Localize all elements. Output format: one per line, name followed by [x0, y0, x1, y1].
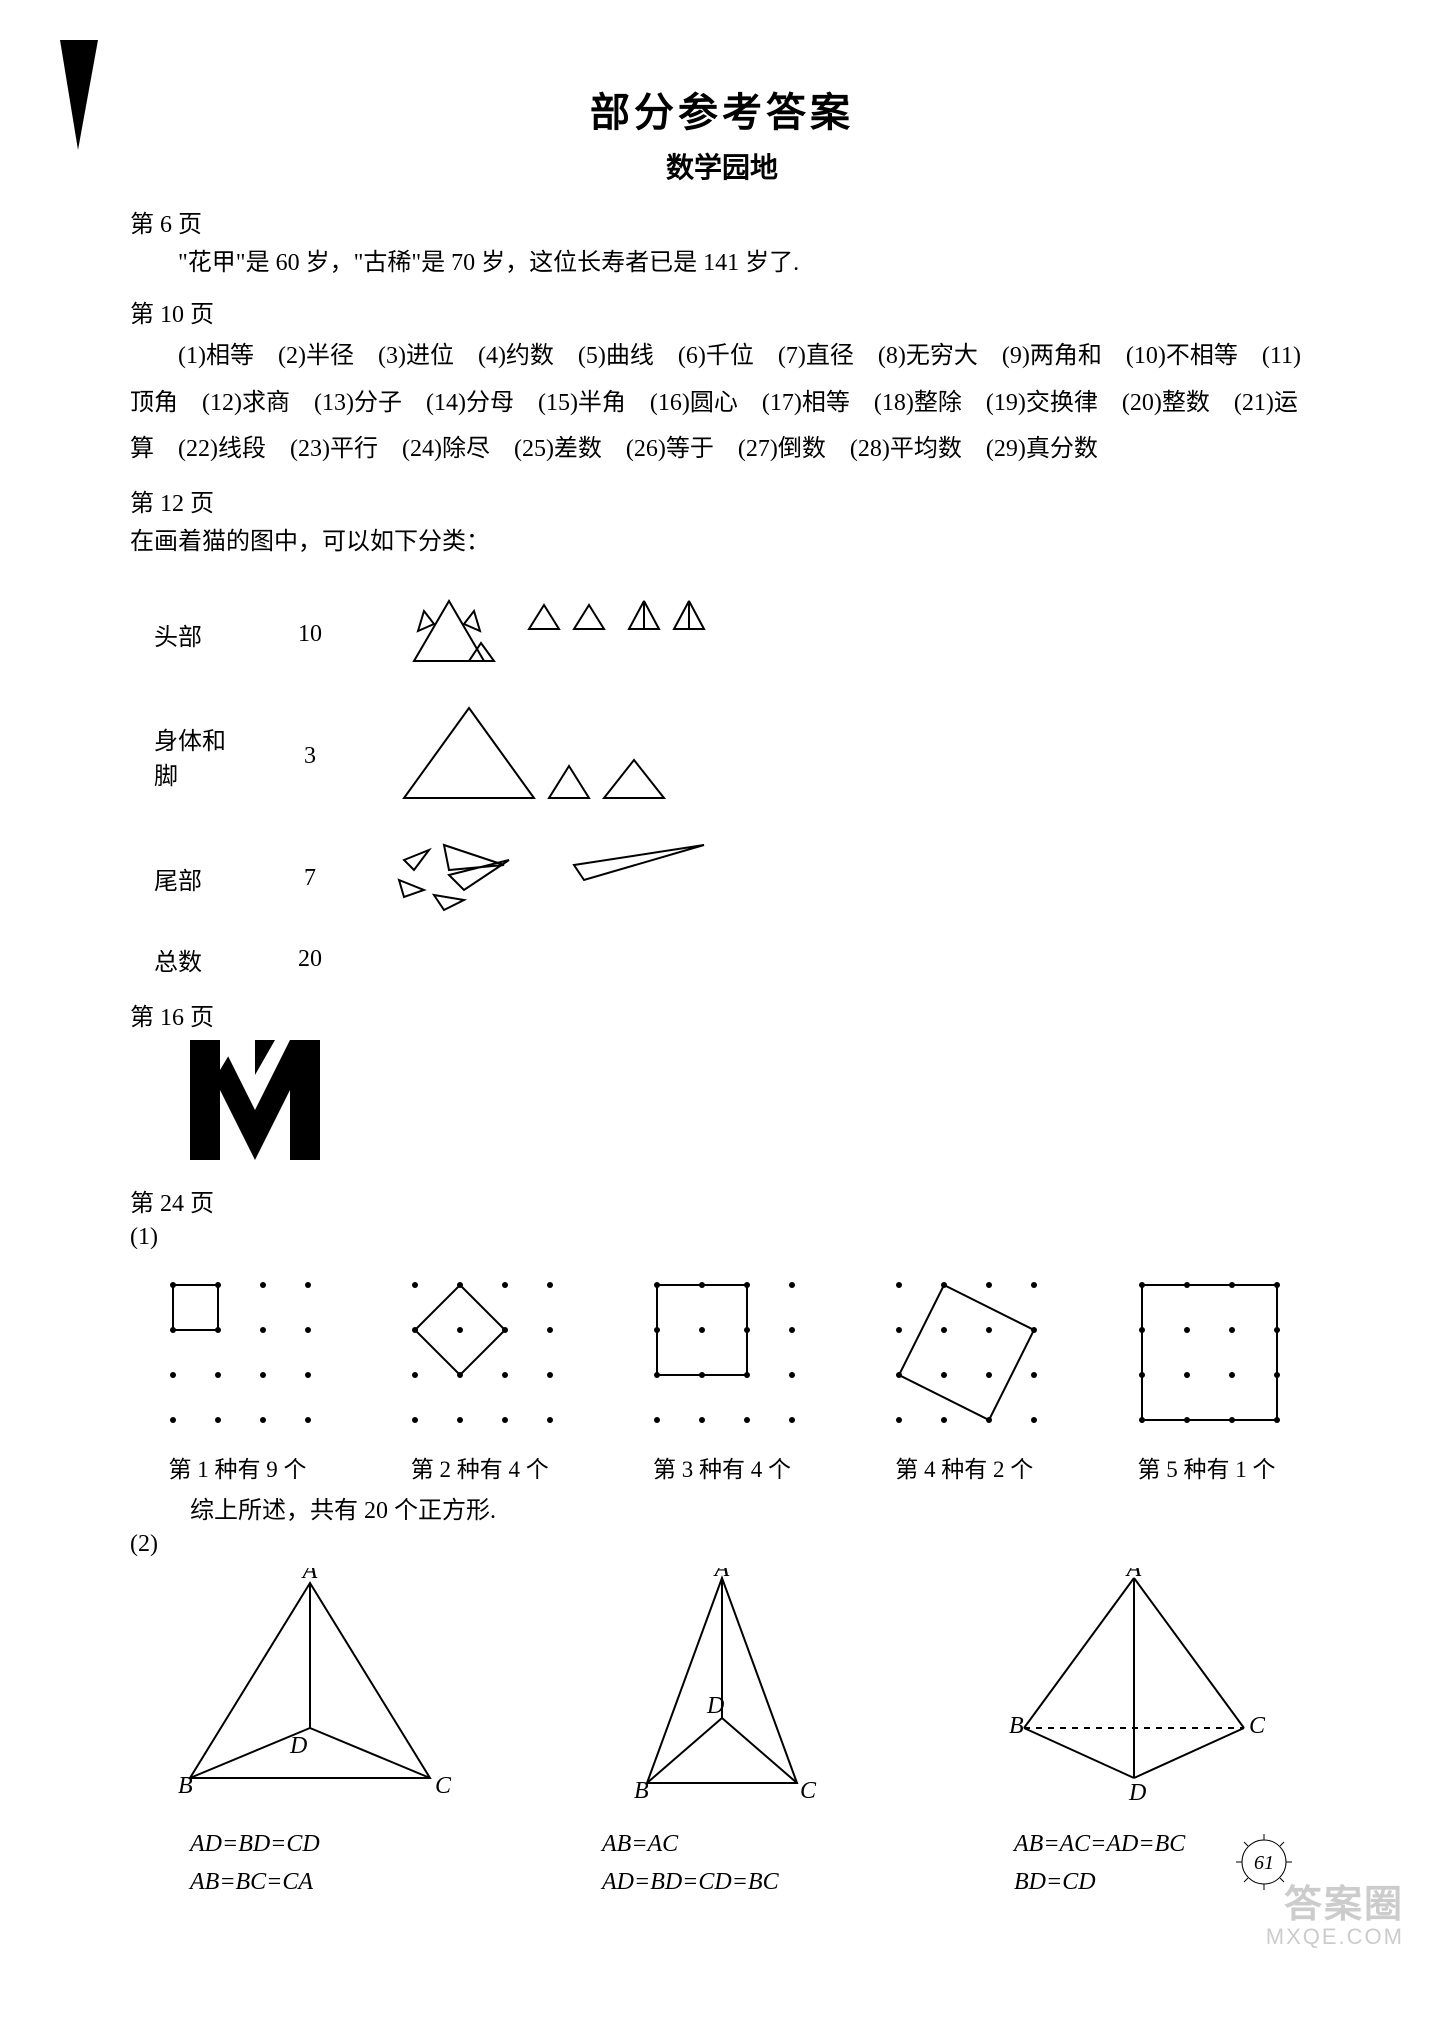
table-row: 头部 10 — [130, 581, 758, 688]
svg-text:B: B — [178, 1773, 193, 1799]
page12-intro: 在画着猫的图中，可以如下分类： — [130, 522, 1314, 563]
cat-tail-diagram — [350, 825, 758, 932]
triangle-fig-3: A B C D — [984, 1568, 1284, 1808]
cat-count: 10 — [270, 581, 350, 688]
cat-label: 总数 — [130, 932, 270, 987]
section-page6-head: 第 6 页 — [130, 204, 1314, 239]
square-fig-1 — [153, 1265, 323, 1435]
cat-label: 身体和脚 — [130, 688, 270, 825]
page6-text: "花甲"是 60 岁，"古稀"是 70 岁，这位长寿者已是 141 岁了. — [130, 243, 1314, 284]
tri1-eq2: AB=BC=CA — [190, 1863, 490, 1901]
triangle-fig-1: A B C D — [160, 1568, 460, 1808]
cat-count: 20 — [270, 932, 350, 987]
section-page12-head: 第 12 页 — [130, 483, 1314, 518]
svg-text:C: C — [1249, 1713, 1266, 1739]
tri2-eq1: AB=AC — [602, 1825, 902, 1863]
page10-text: (1)相等 (2)半径 (3)进位 (4)约数 (5)曲线 (6)千位 (7)直… — [130, 333, 1314, 473]
triangle-fig-2: A B C D — [592, 1568, 852, 1808]
watermark-line2: MXQE.COM — [1266, 1924, 1404, 1950]
title-sub: 数学园地 — [130, 146, 1314, 186]
tri1-eq1: AD=BD=CD — [190, 1825, 490, 1863]
svg-text:A: A — [713, 1568, 730, 1582]
svg-text:A: A — [301, 1568, 318, 1584]
cat-count: 7 — [270, 825, 350, 932]
title-main: 部分参考答案 — [130, 80, 1314, 138]
svg-text:D: D — [289, 1733, 307, 1759]
section-page10-head: 第 10 页 — [130, 294, 1314, 329]
page24-sub2: (2) — [130, 1531, 1314, 1558]
section-page24-head: 第 24 页 — [130, 1183, 1314, 1218]
table-row: 尾部 7 — [130, 825, 758, 932]
cat-count: 3 — [270, 688, 350, 825]
watermark-line1: 答案圈 — [1266, 1873, 1404, 1928]
watermark: 答案圈 MXQE.COM — [1266, 1873, 1404, 1950]
cat-head-diagram — [350, 581, 758, 688]
cat-label: 尾部 — [130, 825, 270, 932]
square-caption: 第 5 种有 1 个 — [1099, 1450, 1314, 1484]
svg-text:C: C — [435, 1773, 452, 1799]
svg-text:A: A — [1125, 1568, 1142, 1582]
cat-body-diagram — [350, 688, 758, 825]
cat-table: 头部 10 — [130, 581, 758, 987]
section-page16-head: 第 16 页 — [130, 997, 1314, 1032]
triangles-row: A B C D AD=BD=CD AB=BC=CA — [130, 1568, 1314, 1902]
svg-text:D: D — [706, 1693, 724, 1719]
square-caption: 第 2 种有 4 个 — [372, 1450, 587, 1484]
tri2-eq2: AD=BD=CD=BC — [602, 1863, 902, 1901]
square-caption: 第 1 种有 9 个 — [130, 1450, 345, 1484]
square-fig-5 — [1122, 1265, 1292, 1435]
svg-text:61: 61 — [1254, 1852, 1274, 1874]
svg-text:B: B — [1009, 1713, 1024, 1739]
page24-summary: 综上所述，共有 20 个正方形. — [190, 1490, 1314, 1525]
corner-triangle-icon — [60, 40, 100, 150]
squares-row: 第 1 种有 9 个 第 2 种有 4 个 — [130, 1265, 1314, 1484]
square-caption: 第 3 种有 4 个 — [615, 1450, 830, 1484]
svg-text:D: D — [1128, 1780, 1146, 1806]
table-row: 总数 20 — [130, 932, 758, 987]
m-logo-icon — [190, 1040, 320, 1160]
page24-sub1: (1) — [130, 1224, 1314, 1251]
svg-text:C: C — [800, 1778, 817, 1804]
cat-label: 头部 — [130, 581, 270, 688]
square-fig-2 — [395, 1265, 565, 1435]
table-row: 身体和脚 3 — [130, 688, 758, 825]
square-fig-3 — [637, 1265, 807, 1435]
square-caption: 第 4 种有 2 个 — [857, 1450, 1072, 1484]
svg-text:B: B — [634, 1778, 649, 1804]
square-fig-4 — [879, 1265, 1049, 1435]
